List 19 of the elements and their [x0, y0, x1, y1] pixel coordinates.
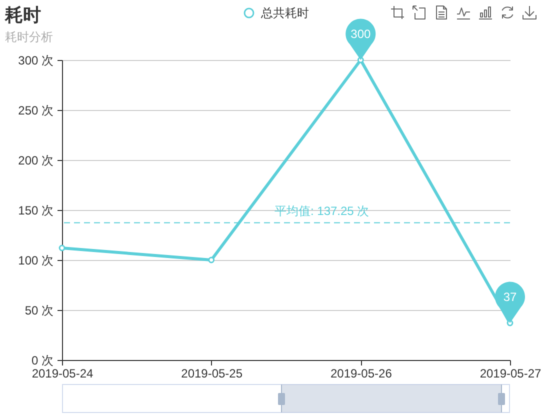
x-tick-label: 2019-05-24	[32, 366, 94, 380]
x-tick-label: 2019-05-27	[480, 366, 542, 380]
point	[58, 244, 66, 252]
chart-title: 耗时	[5, 4, 41, 26]
ref-line-label: 平均值: 137.25 次	[274, 204, 370, 218]
y-tick-label: 100 次	[18, 254, 54, 268]
x-tick-label: 2019-05-25	[181, 366, 243, 380]
point	[208, 256, 215, 264]
chart-subtitle: 耗时分析	[5, 30, 53, 45]
data-label: 37	[503, 290, 517, 304]
y-tick-label: 50 次	[24, 304, 54, 318]
x-tick-label: 2019-05-26	[330, 366, 392, 380]
data-label: 300	[350, 27, 371, 41]
y-tick-label: 300 次	[18, 54, 54, 68]
y-tick-label: 150 次	[18, 204, 54, 218]
y-tick-label: 250 次	[18, 104, 54, 118]
legend-label: 总共耗时	[260, 6, 309, 20]
y-tick-label: 200 次	[18, 154, 54, 168]
y-tick-label: 0 次	[31, 354, 54, 368]
